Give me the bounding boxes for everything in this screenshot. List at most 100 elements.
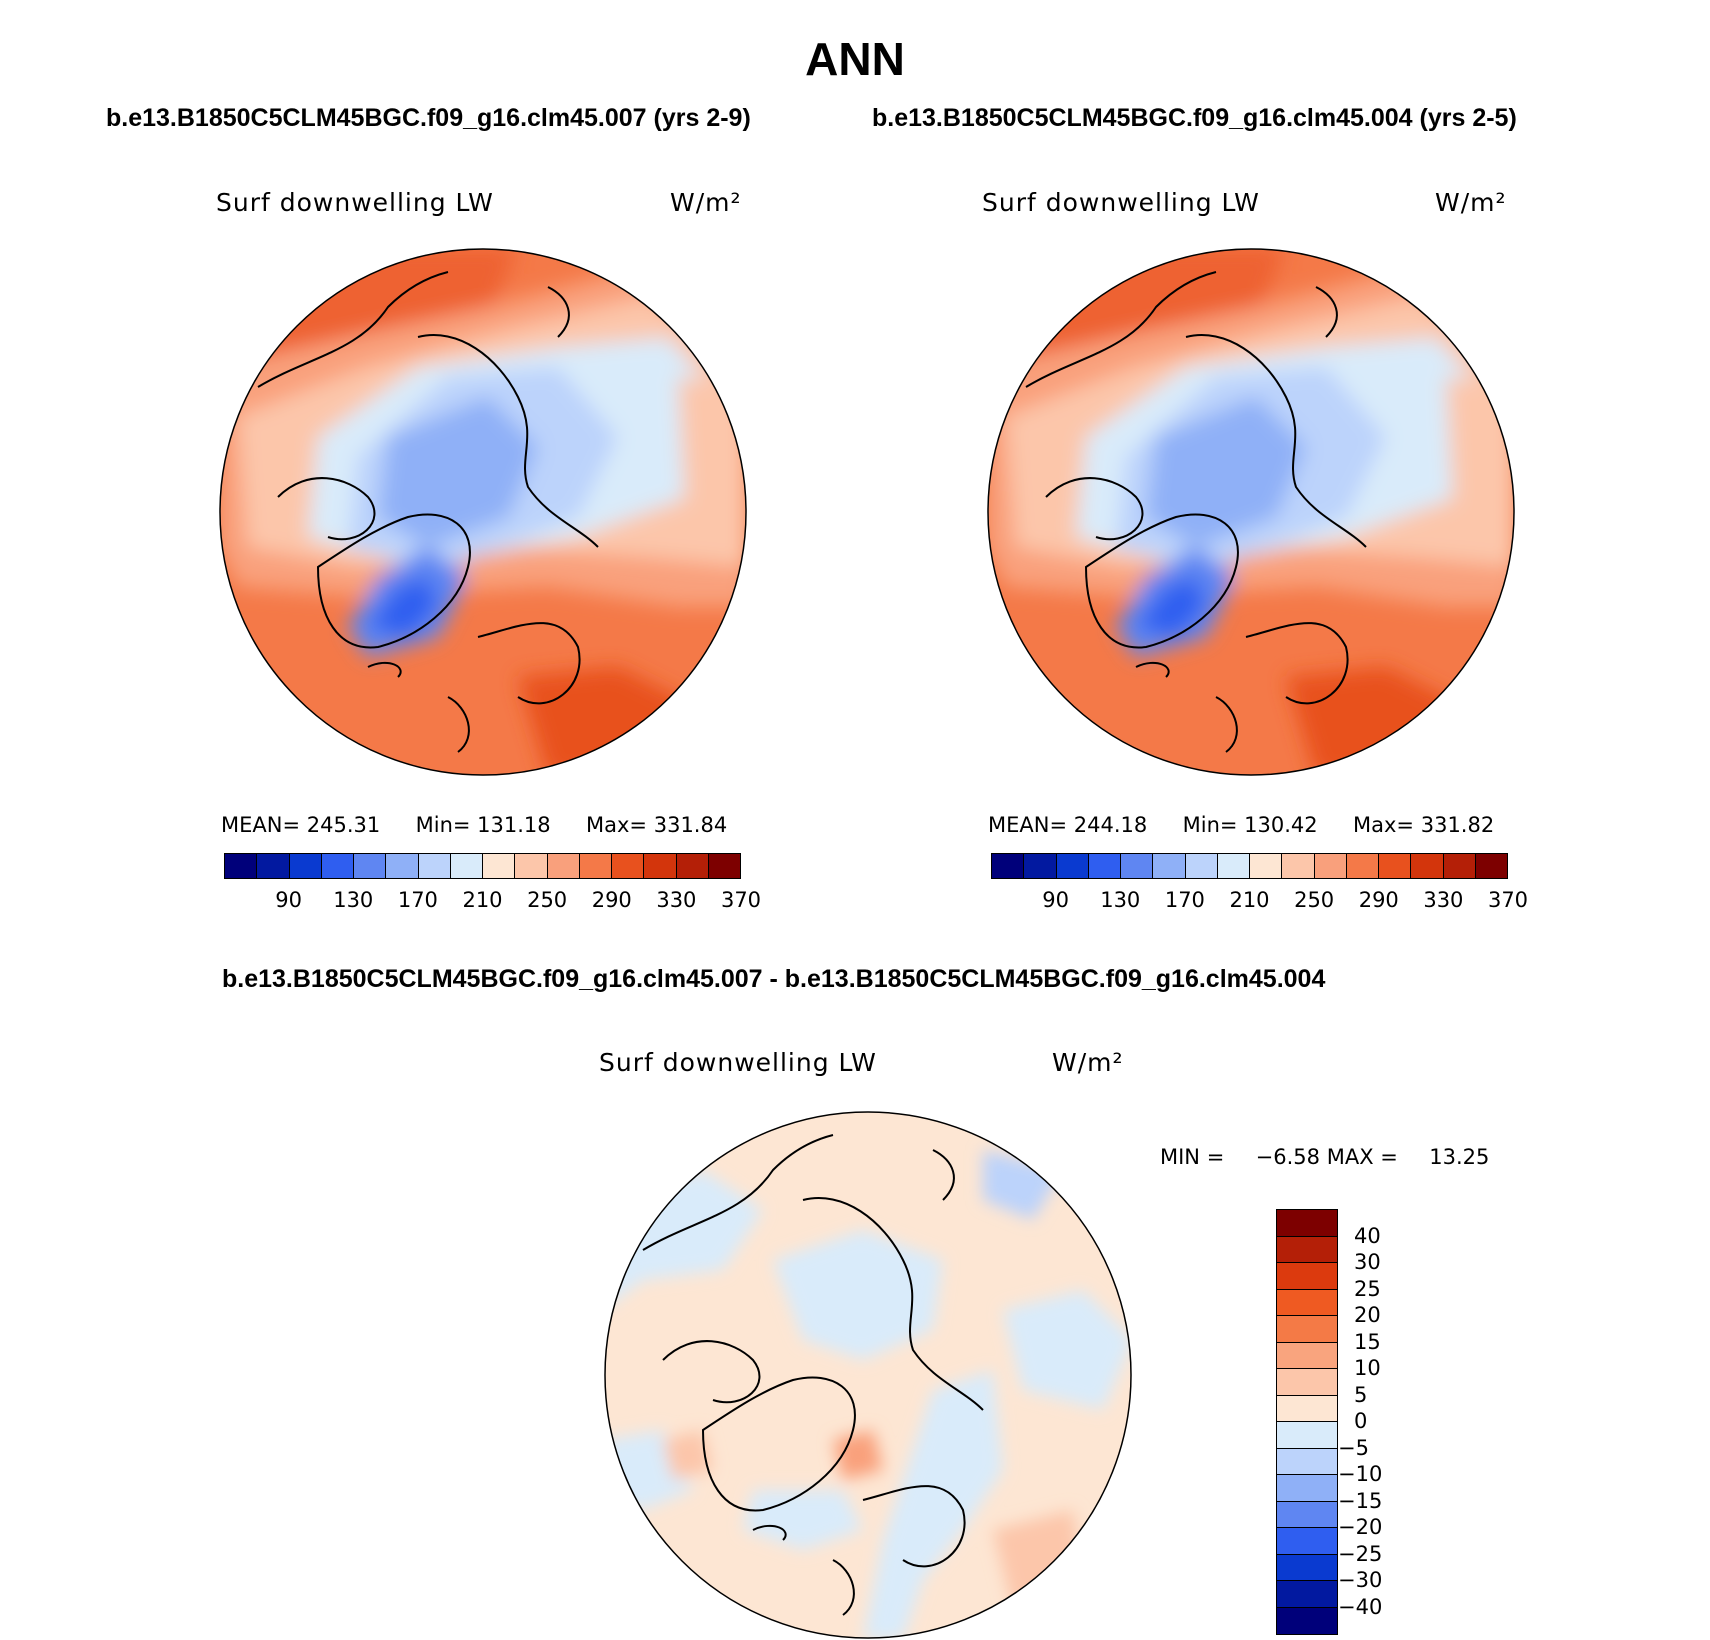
case2-header: b.e13.B1850C5CLM45BGC.f09_g16.clm45.004 …	[872, 104, 1517, 132]
panel1-mean-value: 245.31	[306, 813, 381, 837]
panel1-max-value: 331.84	[653, 813, 728, 837]
colorbar-tick-label: −40	[1338, 1594, 1383, 1619]
colorbar-tick-label: 40	[1354, 1223, 1381, 1248]
colorbar-swatch	[579, 854, 612, 878]
colorbar-swatch	[418, 854, 451, 878]
colorbar-swatch	[1121, 854, 1154, 878]
panel2-mean-value: 244.18	[1073, 813, 1148, 837]
panel1-min-label: Min=	[415, 813, 471, 837]
colorbar-tick-label: 250	[527, 888, 568, 912]
diff-colorbar	[1276, 1209, 1338, 1635]
colorbar-tick-label: 370	[1487, 888, 1529, 912]
colorbar-tick-label: 0	[1354, 1409, 1368, 1433]
colorbar-tick-label: −20	[1338, 1515, 1383, 1539]
panel2-units-label: W/m²	[1435, 188, 1507, 217]
colorbar-swatch	[257, 854, 290, 878]
colorbar-tick-label: 15	[1354, 1329, 1381, 1354]
colorbar-swatch	[225, 854, 258, 878]
colorbar-swatch	[676, 854, 709, 878]
diff-max-label: MAX =	[1326, 1145, 1398, 1169]
panel1-variable-label: Surf downwelling LW	[216, 188, 494, 217]
colorbar-swatch	[1314, 854, 1347, 878]
colorbar-swatch	[1443, 854, 1476, 878]
colorbar-swatch	[1379, 854, 1412, 878]
colorbar-swatch	[289, 854, 322, 878]
colorbar-swatch	[1277, 1210, 1337, 1237]
colorbar-swatch	[1088, 854, 1121, 878]
colorbar-swatch	[1277, 1422, 1337, 1449]
colorbar-swatch	[1277, 1236, 1337, 1263]
colorbar-swatch	[1277, 1528, 1337, 1555]
colorbar-swatch	[1277, 1395, 1337, 1422]
colorbar-swatch	[1153, 854, 1186, 878]
colorbar-swatch	[1277, 1554, 1337, 1581]
colorbar-tick-label: 20	[1354, 1303, 1381, 1327]
colorbar-swatch	[1185, 854, 1218, 878]
diff-variable-label: Surf downwelling LW	[599, 1048, 877, 1077]
colorbar-tick-label: 25	[1354, 1276, 1381, 1301]
colorbar-swatch	[1277, 1316, 1337, 1343]
colorbar-swatch	[1056, 854, 1089, 878]
colorbar-swatch	[321, 854, 354, 878]
colorbar-tick-label: 210	[1229, 888, 1270, 912]
colorbar-swatch	[992, 854, 1025, 878]
panel2-min-value: 130.42	[1244, 813, 1318, 837]
colorbar-swatch	[644, 854, 677, 878]
colorbar-swatch	[1277, 1475, 1337, 1502]
colorbar-tick-label: 290	[591, 888, 632, 912]
colorbar-tick-label: 210	[462, 888, 503, 912]
colorbar-tick-label: 170	[1164, 888, 1205, 912]
colorbar-swatch	[1277, 1581, 1337, 1608]
panel2-stats: MEAN= 244.18 Min= 130.42 Max= 331.82	[988, 813, 1494, 837]
colorbar-swatch	[515, 854, 548, 878]
colorbar-swatch	[1277, 1448, 1337, 1475]
diff-stats: MIN = −6.58 MAX = 13.25	[1160, 1145, 1489, 1169]
colorbar-tick-label: 5	[1354, 1382, 1368, 1407]
panel1-max-label: Max=	[586, 813, 648, 837]
map-diff	[604, 1111, 1132, 1639]
colorbar-swatch	[1277, 1501, 1337, 1528]
colorbar-swatch	[1250, 854, 1283, 878]
diff-max-value: 13.25	[1429, 1145, 1490, 1169]
colorbar-tick-label: 330	[1423, 888, 1464, 912]
colorbar-tick-label: 90	[275, 888, 302, 912]
colorbar-swatch	[483, 854, 516, 878]
colorbar-tick-label: −15	[1338, 1488, 1383, 1513]
colorbar-swatch	[547, 854, 580, 878]
colorbar-tick-label: 130	[333, 888, 374, 912]
colorbar-swatch	[1475, 854, 1507, 878]
panel2-variable-label: Surf downwelling LW	[982, 188, 1260, 217]
colorbar-swatch	[386, 854, 419, 878]
diff-units-label: W/m²	[1052, 1048, 1124, 1077]
colorbar-swatch	[612, 854, 645, 878]
panel2-min-label: Min=	[1182, 813, 1238, 837]
panel1-mean-label: MEAN=	[221, 813, 301, 837]
colorbar-swatch	[1024, 854, 1057, 878]
map-panel1	[219, 248, 747, 776]
map-panel2	[987, 248, 1515, 776]
colorbar-swatch	[1277, 1607, 1337, 1634]
colorbar-tick-label: 250	[1294, 888, 1335, 912]
colorbar-swatch	[450, 854, 483, 878]
diff-header: b.e13.B1850C5CLM45BGC.f09_g16.clm45.007 …	[222, 965, 1326, 993]
colorbar-tick-label: 330	[656, 888, 697, 912]
colorbar-swatch	[1217, 854, 1250, 878]
colorbar-swatch	[1277, 1289, 1337, 1316]
colorbar-tick-label: 130	[1100, 888, 1141, 912]
colorbar-tick-label: 290	[1358, 888, 1399, 912]
colorbar-tick-label: −30	[1338, 1568, 1383, 1592]
colorbar-tick-label: 370	[720, 888, 762, 912]
panel1-units-label: W/m²	[670, 188, 742, 217]
colorbar-tick-label: −5	[1338, 1435, 1369, 1460]
panel2-colorbar	[991, 853, 1508, 879]
colorbar-swatch	[1277, 1342, 1337, 1369]
colorbar-swatch	[1346, 854, 1379, 878]
colorbar-swatch	[1277, 1263, 1337, 1290]
panel2-mean-label: MEAN=	[988, 813, 1068, 837]
colorbar-tick-label: 170	[397, 888, 438, 912]
diff-min-value: −6.58	[1255, 1145, 1321, 1169]
colorbar-swatch	[354, 854, 387, 878]
panel2-max-value: 331.82	[1420, 813, 1495, 837]
colorbar-tick-label: 90	[1042, 888, 1069, 912]
figure-title: ANN	[805, 33, 905, 85]
